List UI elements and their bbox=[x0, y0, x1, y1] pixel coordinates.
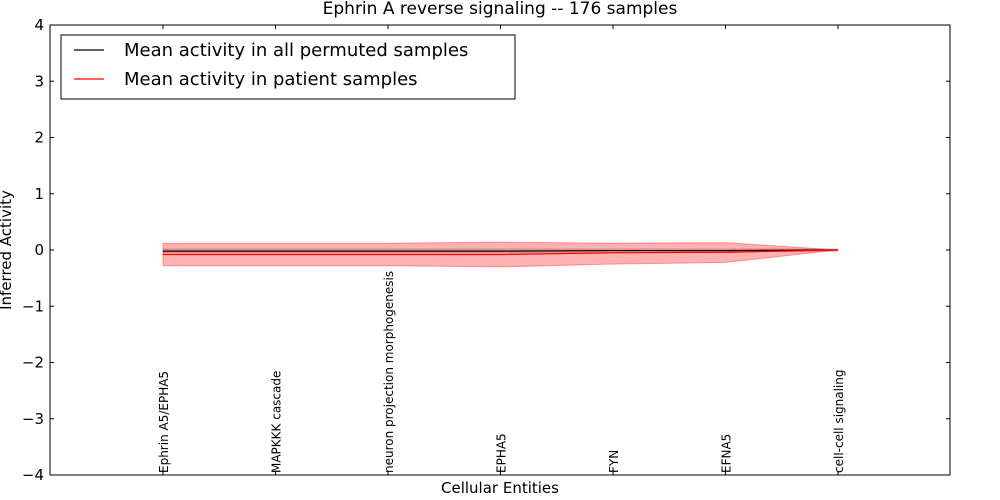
y-tick-label: 4 bbox=[34, 16, 44, 34]
y-tick-label: −2 bbox=[22, 354, 44, 372]
legend-label: Mean activity in patient samples bbox=[124, 69, 418, 90]
line-series-2 bbox=[163, 249, 839, 256]
x-category-label: MAPKKK cascade bbox=[270, 371, 284, 473]
plot-frame bbox=[49, 24, 951, 476]
y-tick-label: −4 bbox=[22, 466, 44, 484]
series-lines bbox=[163, 249, 839, 256]
x-category-label: cell-cell signaling bbox=[832, 370, 846, 474]
y-tick-label: 0 bbox=[34, 241, 44, 259]
x-category-label: EFNA5 bbox=[720, 434, 734, 473]
legend: Mean activity in all permuted samples Mea… bbox=[60, 34, 516, 100]
x-category-label: EPHA5 bbox=[495, 433, 509, 473]
x-category-label: FYN bbox=[607, 450, 621, 473]
y-axis-label: Inferred Activity bbox=[0, 190, 15, 310]
x-category-labels: Ephrin A5/EPHA5 MAPKKK cascade neuron proj… bbox=[157, 25, 846, 475]
y-tick-label: −3 bbox=[22, 410, 44, 428]
chart-title: Ephrin A reverse signaling -- 176 sample… bbox=[323, 0, 678, 19]
line-series-1 bbox=[163, 249, 839, 252]
x-category-label: Ephrin A5/EPHA5 bbox=[157, 371, 171, 473]
y-tick-label: 3 bbox=[34, 72, 44, 90]
x-category-label: neuron projection morphogenesis bbox=[382, 271, 396, 473]
y-tick-label: −1 bbox=[22, 297, 44, 315]
y-axis-ticks: 4 3 2 1 0 −1 −2 −3 −4 bbox=[22, 16, 950, 484]
legend-label: Mean activity in all permuted samples bbox=[124, 40, 468, 61]
legend-box bbox=[60, 34, 516, 100]
y-tick-label: 2 bbox=[34, 129, 44, 147]
y-tick-label: 1 bbox=[34, 185, 44, 203]
x-axis-label: Cellular Entities bbox=[441, 479, 559, 497]
